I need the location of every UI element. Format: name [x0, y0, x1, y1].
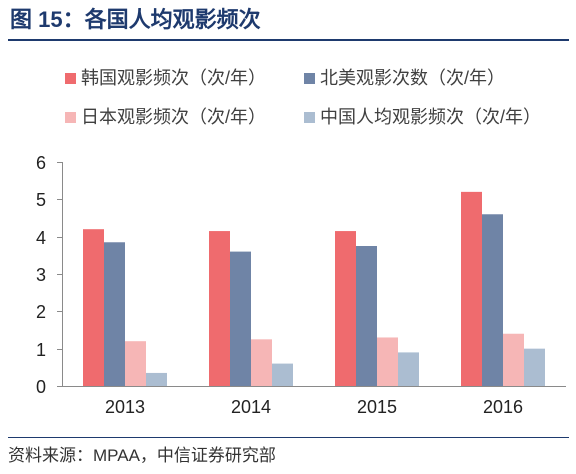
y-tick-label: 6 [36, 153, 46, 173]
y-tick-label: 3 [36, 265, 46, 285]
bar-series-2-2015 [377, 337, 398, 386]
legend-swatch-north-america [304, 72, 315, 84]
x-tick-label: 2016 [483, 397, 523, 417]
legend-label-korea: 韩国观影频次（次/年） [81, 68, 266, 88]
bar-series-3-2013 [146, 372, 167, 386]
bars-group [83, 191, 545, 386]
figure-title: 图 15：各国人均观影频次 [10, 7, 261, 32]
legend-item-north-america: 北美观影次数（次/年） [304, 67, 505, 89]
title-divider [8, 39, 569, 41]
bar-series-0-2014 [209, 231, 230, 386]
bar-series-1-2014 [230, 251, 251, 386]
bar-series-0-2015 [335, 231, 356, 386]
bar-series-0-2016 [461, 191, 482, 386]
legend-swatch-china [304, 111, 315, 123]
y-tick-label: 4 [36, 228, 46, 248]
bar-series-1-2015 [356, 246, 377, 386]
source-note: 资料来源：MPAA，中信证券研究部 [8, 446, 276, 465]
source-divider [8, 437, 569, 438]
bar-series-2-2014 [251, 339, 272, 386]
x-tick-label: 2014 [231, 397, 271, 417]
legend-label-china: 中国人均观影频次（次/年） [320, 107, 541, 127]
bar-series-3-2015 [398, 352, 419, 386]
legend-swatch-korea [65, 72, 76, 84]
legend-label-japan: 日本观影频次（次/年） [81, 107, 266, 127]
bar-series-3-2016 [524, 348, 545, 386]
legend-item-korea: 韩国观影频次（次/年） [65, 67, 266, 89]
x-tick-label: 2013 [105, 397, 145, 417]
y-tick-label: 5 [36, 190, 46, 210]
bar-series-2-2016 [503, 333, 524, 386]
x-tick-label: 2015 [357, 397, 397, 417]
bar-series-3-2014 [272, 363, 293, 386]
legend-swatch-japan [65, 111, 76, 123]
y-tick-label: 1 [36, 340, 46, 360]
bar-series-0-2013 [83, 229, 104, 386]
legend-item-japan: 日本观影频次（次/年） [65, 106, 266, 128]
bar-series-1-2016 [482, 214, 503, 386]
bar-series-1-2013 [104, 242, 125, 386]
y-tick-label: 2 [36, 302, 46, 322]
y-tick-label: 0 [36, 377, 46, 397]
bar-series-2-2013 [125, 341, 146, 386]
legend-label-north-america: 北美观影次数（次/年） [320, 68, 505, 88]
legend-item-china: 中国人均观影频次（次/年） [304, 106, 541, 128]
